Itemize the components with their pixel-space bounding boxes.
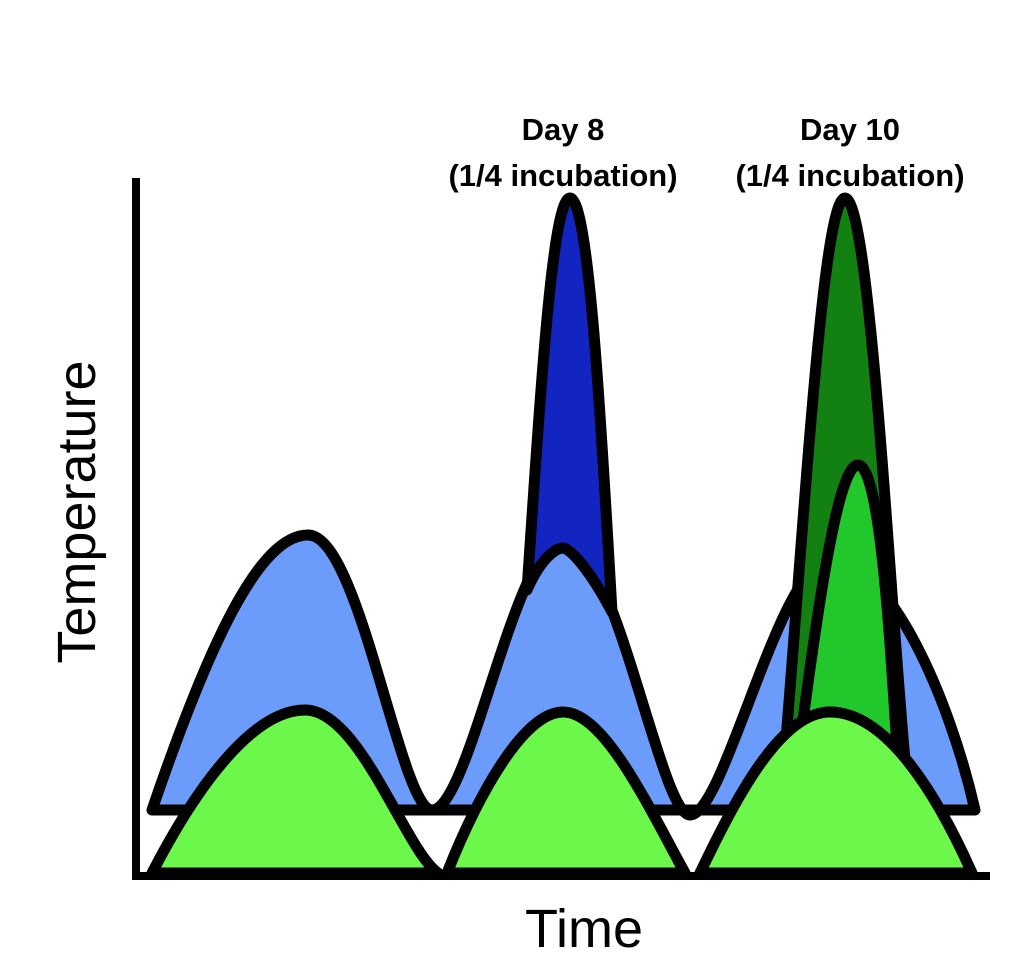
annotation-day8-subtitle: (1/4 incubation) xyxy=(448,158,677,193)
day8-dark-blue-spike xyxy=(521,192,618,618)
annotation-day8-title: Day 8 xyxy=(522,112,605,147)
y-axis-label: Temperature xyxy=(47,360,107,663)
annotation-day10-title: Day 10 xyxy=(800,112,900,147)
light-green-temperature-curve xyxy=(146,704,978,879)
annotation-day10-subtitle: (1/4 incubation) xyxy=(735,158,964,193)
x-axis-label: Time xyxy=(525,899,643,959)
